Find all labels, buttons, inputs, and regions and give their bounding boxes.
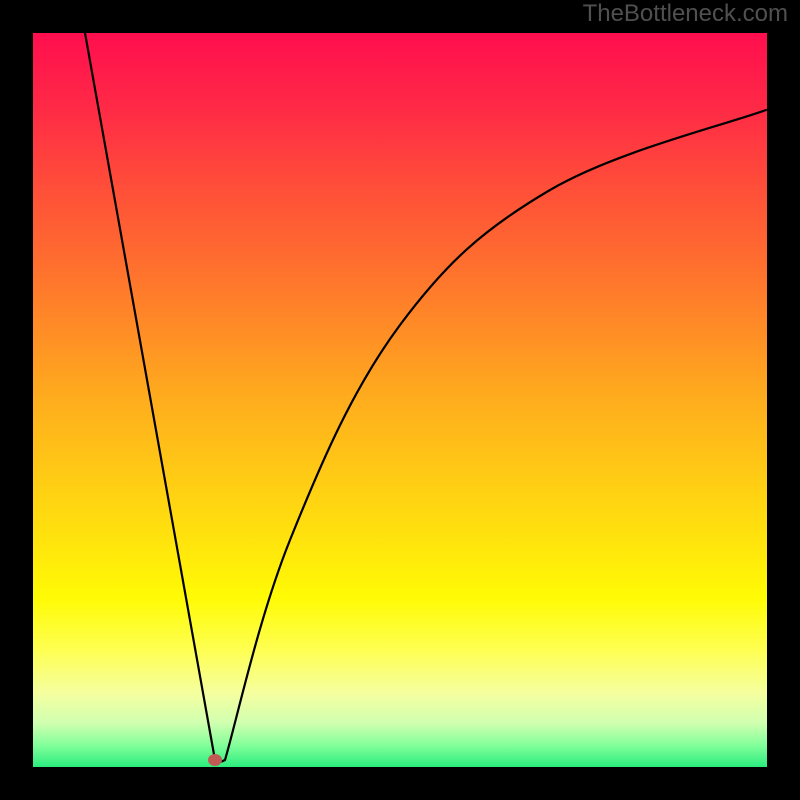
attribution-watermark: TheBottleneck.com bbox=[583, 0, 788, 28]
plot-area-gradient bbox=[33, 33, 767, 767]
chart-container: TheBottleneck.com bbox=[0, 0, 800, 800]
bottleneck-curve-chart bbox=[0, 0, 800, 800]
minimum-marker bbox=[208, 754, 222, 766]
